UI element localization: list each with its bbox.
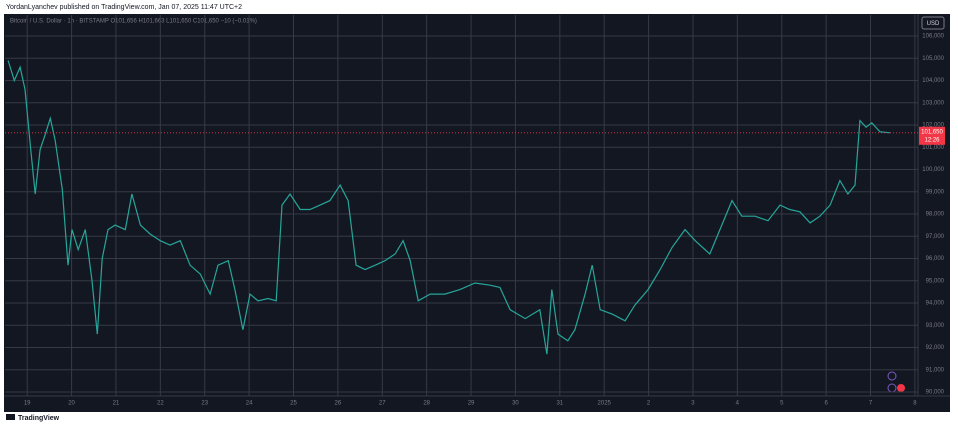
y-tick-label: 102,000 bbox=[922, 123, 944, 129]
legend-text: Bitcoin / U.S. Dollar · 1h · BITSTAMP O1… bbox=[10, 19, 257, 25]
footer: TradingView bbox=[18, 415, 60, 422]
y-tick-label: 91,000 bbox=[926, 367, 945, 373]
indicator-icon bbox=[897, 384, 905, 392]
x-tick-label: 8 bbox=[913, 401, 917, 407]
x-tick-label: 4 bbox=[736, 401, 740, 407]
y-tick-label: 106,000 bbox=[922, 34, 944, 40]
currency: USD bbox=[927, 21, 940, 27]
y-tick-label: 105,000 bbox=[922, 56, 944, 62]
y-tick-label: 100,000 bbox=[922, 167, 944, 173]
y-tick-label: 90,000 bbox=[926, 390, 945, 396]
y-tick-label: 95,000 bbox=[926, 278, 945, 284]
x-tick-label: 6 bbox=[824, 401, 828, 407]
chart-background bbox=[4, 14, 950, 412]
y-tick-label: 99,000 bbox=[926, 189, 945, 195]
logo bbox=[6, 414, 15, 420]
currency-box bbox=[921, 16, 945, 30]
x-tick-label: 20 bbox=[68, 401, 75, 407]
x-tick-label: 30 bbox=[512, 401, 519, 407]
y-tick-label: 96,000 bbox=[926, 256, 945, 262]
y-tick-label: 97,000 bbox=[926, 234, 945, 240]
x-tick-label: 28 bbox=[423, 401, 430, 407]
x-tick-label: 26 bbox=[335, 401, 342, 407]
last-price-box bbox=[919, 126, 945, 145]
y-tick-label: 101,000 bbox=[922, 145, 944, 151]
last-price-label: 101,650 bbox=[921, 129, 943, 135]
x-tick-label: 24 bbox=[246, 401, 253, 407]
header: YordanLyanchev published on TradingView.… bbox=[6, 4, 242, 11]
y-tick-label: 103,000 bbox=[922, 100, 944, 106]
x-tick-label: 3 bbox=[691, 401, 695, 407]
x-tick-label: 2 bbox=[647, 401, 651, 407]
y-tick-label: 94,000 bbox=[926, 301, 945, 307]
y-tick-label: 92,000 bbox=[926, 345, 945, 351]
x-tick-label: 27 bbox=[379, 401, 386, 407]
x-tick-label: 25 bbox=[290, 401, 297, 407]
x-tick-label: 22 bbox=[157, 401, 164, 407]
x-tick-label: 21 bbox=[113, 401, 120, 407]
indicator-icon bbox=[887, 371, 897, 381]
x-tick-label: 2025 bbox=[598, 401, 612, 407]
x-tick-label: 5 bbox=[780, 401, 784, 407]
y-tick-label: 104,000 bbox=[922, 78, 944, 84]
y-tick-label: 93,000 bbox=[926, 323, 945, 329]
y-tick-label: 98,000 bbox=[926, 212, 945, 218]
x-tick-label: 7 bbox=[869, 401, 873, 407]
x-tick-label: 31 bbox=[556, 401, 563, 407]
x-tick-label: 19 bbox=[24, 401, 31, 407]
x-tick-label: 23 bbox=[201, 401, 208, 407]
x-tick-label: 29 bbox=[468, 401, 475, 407]
countdown: 12:26 bbox=[924, 137, 940, 143]
price-line bbox=[7, 60, 891, 355]
